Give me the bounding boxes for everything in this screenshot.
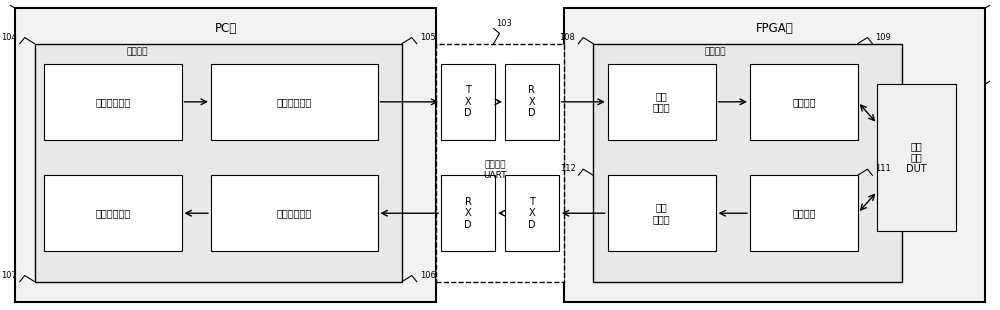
Text: 序列发送模块: 序列发送模块 [277,97,312,107]
Text: 监测模块: 监测模块 [792,208,816,218]
Bar [505,175,559,251]
Bar [441,175,495,251]
Bar [34,44,402,281]
Bar [564,8,985,302]
Text: R
X
D: R X D [464,197,472,230]
Text: 激励模块: 激励模块 [792,97,816,107]
Text: 111: 111 [875,164,891,173]
Text: 112: 112 [560,164,575,173]
Bar [593,44,902,281]
Bar [441,64,495,140]
Text: FPGA端: FPGA端 [756,22,793,35]
Text: 109: 109 [875,33,891,42]
Text: 输入
缓冲器: 输入 缓冲器 [653,91,671,113]
Text: 107: 107 [1,271,17,280]
Bar [877,84,956,231]
Bar [15,8,436,302]
Text: 序列产生模块: 序列产生模块 [95,97,131,107]
Text: 仿真环境: 仿真环境 [127,47,148,56]
Text: 测试环境: 测试环境 [705,47,726,56]
Text: 波形显示模块: 波形显示模块 [95,208,131,218]
Bar [750,64,858,140]
Text: 输出
缓冲器: 输出 缓冲器 [653,202,671,224]
Bar [436,44,564,281]
Text: 104: 104 [1,33,17,42]
Text: 106: 106 [420,271,436,280]
Bar [44,175,182,251]
Bar [505,64,559,140]
Bar [44,64,182,140]
Text: 被测
模块
DUT: 被测 模块 DUT [906,141,927,174]
Text: 信号接收模块: 信号接收模块 [277,208,312,218]
Bar [211,64,378,140]
Text: T
X
D: T X D [528,197,536,230]
Bar [608,175,716,251]
Bar [750,175,858,251]
Text: 105: 105 [420,33,435,42]
Text: 103: 103 [497,20,512,29]
Bar [608,64,716,140]
Text: R
X
D: R X D [528,85,536,118]
Text: PC端: PC端 [214,22,237,35]
Text: 物理通道
UART: 物理通道 UART [483,161,507,180]
Text: T
X
D: T X D [464,85,472,118]
Text: 108: 108 [560,33,575,42]
Bar [211,175,378,251]
